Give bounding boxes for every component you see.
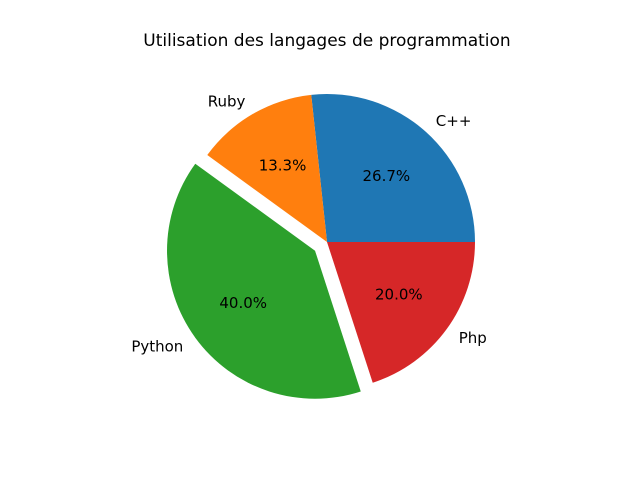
pct-label-c: 26.7% (363, 167, 411, 185)
chart-title: Utilisation des langages de programmatio… (143, 31, 510, 51)
pct-label-python: 40.0% (219, 294, 267, 312)
pie: 26.7% C++ 13.3% Ruby 40.0% Python 20.0% Php (131, 92, 487, 399)
pie-slice-c (311, 93, 475, 242)
pie-slice-php (327, 242, 475, 383)
slice-label-c: C++ (436, 112, 472, 130)
pct-label-php: 20.0% (375, 285, 423, 303)
slice-label-php: Php (459, 329, 487, 347)
pie-slice-ruby (207, 94, 327, 242)
pct-label-ruby: 13.3% (259, 156, 307, 174)
slice-label-ruby: Ruby (208, 92, 246, 110)
slice-label-python: Python (131, 338, 183, 356)
pie-slice-python (167, 163, 361, 399)
